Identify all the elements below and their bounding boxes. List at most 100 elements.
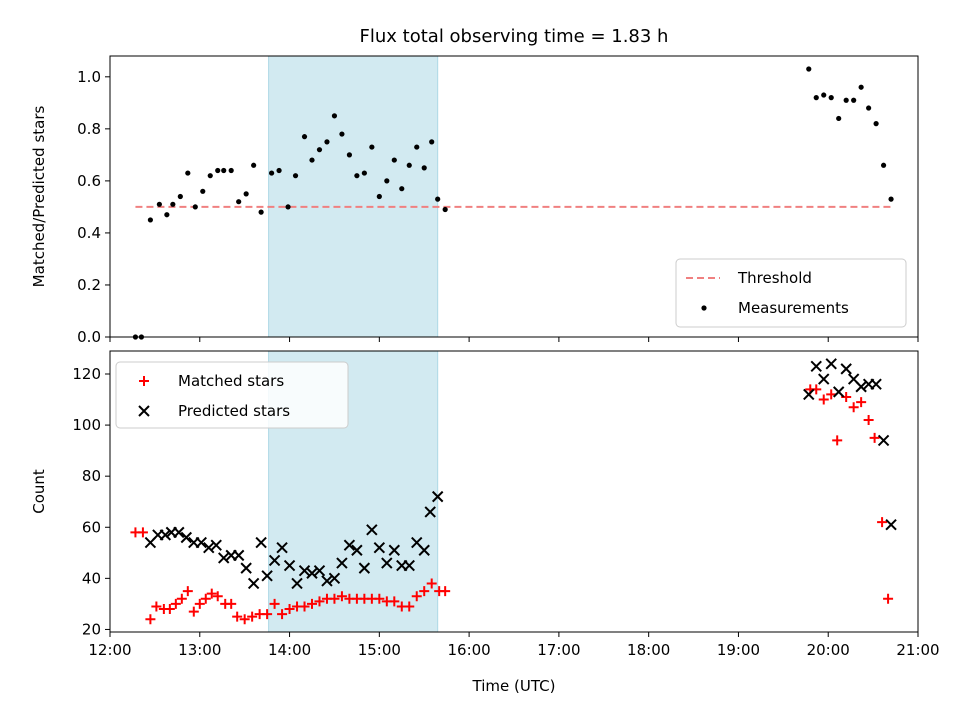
measurement-point (843, 97, 849, 103)
matched-star-point (277, 609, 288, 620)
matched-star-point (239, 614, 250, 625)
predicted-star-point (832, 386, 845, 398)
measurement-point (156, 201, 162, 207)
matched-star-point (145, 614, 156, 625)
matched-star-point (151, 601, 162, 612)
matched-star-point (212, 591, 223, 602)
predicted-star-point (195, 536, 207, 549)
matched-star-point (170, 598, 181, 609)
matched-star-point (826, 389, 837, 400)
measurement-point (442, 206, 448, 213)
measurement-point (192, 204, 198, 210)
matched-star-point (269, 598, 280, 609)
measurement-point (399, 186, 405, 192)
matched-star-point (314, 596, 325, 607)
measurement-point (821, 92, 827, 98)
measurement-point (339, 131, 345, 137)
measurement-point (258, 209, 264, 215)
measurement-point (813, 95, 819, 101)
measurement-point (429, 139, 435, 145)
predicted-star-point (173, 526, 185, 539)
legend-matched-swatch (139, 376, 149, 386)
matched-star-point (419, 586, 430, 597)
matched-star-point (164, 604, 175, 615)
predicted-star-point (203, 541, 215, 554)
predicted-star-point (855, 381, 867, 393)
predicted-star-point (366, 524, 378, 536)
measurement-point (164, 212, 170, 218)
predicted-star-point (358, 562, 371, 574)
predicted-star-point (424, 506, 436, 518)
y-tick-label: 20 (82, 620, 101, 638)
predicted-star-point (825, 358, 837, 370)
matched-star-point (194, 598, 205, 609)
predicted-star-point (343, 539, 356, 551)
matched-star-point (818, 394, 829, 405)
legend-predicted-swatch (138, 405, 150, 417)
predicted-star-point (247, 577, 260, 590)
predicted-star-point (885, 519, 897, 531)
legend-label: Measurements (738, 299, 849, 317)
x-tick-label: 17:00 (537, 641, 580, 659)
measurement-point (414, 144, 420, 150)
predicted-star-point (336, 557, 348, 569)
predicted-star-point (328, 572, 341, 585)
matched-star-point (863, 414, 874, 425)
legend-measurement-swatch (701, 305, 707, 311)
series-measurements (132, 66, 894, 340)
measurement-point (851, 97, 857, 103)
axes-frame (109, 350, 919, 633)
measurement-point (346, 152, 353, 158)
x-tick-label: 18:00 (627, 641, 670, 659)
matched-star-point (856, 397, 867, 408)
predicted-star-point (291, 577, 303, 590)
legend-label: Threshold (737, 269, 812, 287)
y-tick-label: 120 (72, 365, 101, 383)
measurement-point (292, 173, 299, 179)
predicted-star-point (877, 434, 890, 447)
x-tick-label: 15:00 (358, 641, 401, 659)
matched-star-point (869, 432, 880, 443)
legend-box (675, 258, 907, 328)
matched-star-point (404, 601, 415, 612)
y-axis-label: Count (30, 469, 48, 514)
measurement-point (243, 191, 249, 197)
predicted-star-point (159, 529, 172, 541)
predicted-star-point (210, 539, 222, 551)
matched-star-point (336, 591, 347, 602)
legend-label: Matched stars (178, 372, 284, 390)
measurement-point (170, 201, 176, 207)
predicted-star-point (418, 544, 430, 556)
y-tick-label: 80 (82, 467, 101, 485)
measurement-point (406, 162, 412, 168)
measurement-point (421, 165, 427, 171)
legend: Matched stars Predicted stars (115, 361, 349, 429)
matched-star-point (374, 593, 385, 604)
y-tick-label: 1.0 (77, 68, 101, 86)
matched-star-point (848, 402, 859, 413)
matched-star-point (307, 598, 317, 609)
measurement-point (285, 204, 291, 210)
y-tick-label: 0.0 (77, 328, 101, 346)
legend: Threshold Measurements (675, 258, 907, 328)
measurement-point (316, 147, 323, 153)
matched-star-point (426, 578, 437, 589)
shaded-observing-span (268, 55, 439, 338)
predicted-star-point (298, 564, 311, 577)
predicted-star-point (313, 564, 326, 577)
y-tick-label: 0.2 (77, 276, 101, 294)
matched-star-point (832, 435, 843, 446)
matched-star-point (262, 609, 273, 620)
measurement-point (215, 167, 221, 174)
measurement-point (331, 113, 338, 119)
series-predicted-stars (144, 358, 897, 590)
measurement-point (866, 105, 872, 111)
measurement-point (806, 66, 812, 72)
matched-star-point (877, 517, 888, 528)
predicted-star-point (373, 541, 386, 554)
matched-star-point (176, 593, 187, 604)
y-tick-label: 60 (82, 518, 101, 536)
matched-star-point (389, 596, 400, 607)
measurement-point (888, 196, 894, 202)
